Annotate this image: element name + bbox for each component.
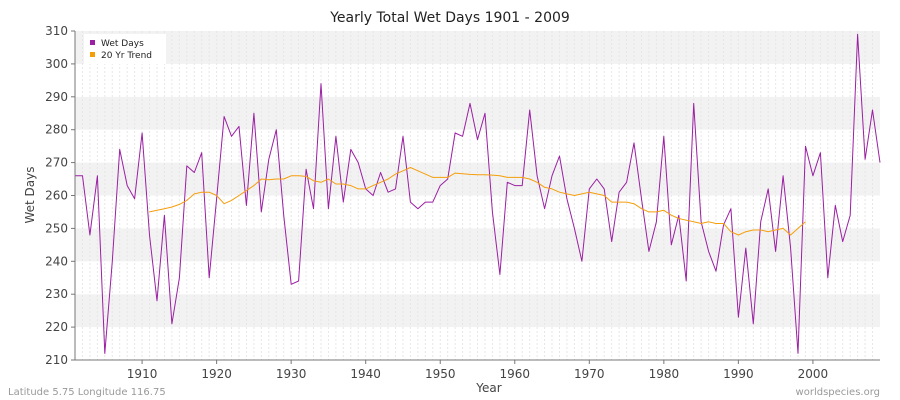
tick-labels: 210 220 230 240 250 260 270 280 290 300 310 1910 192…	[45, 24, 828, 381]
x-tick-label: 1940	[350, 367, 381, 381]
x-tick-label: 1930	[276, 367, 307, 381]
x-tick-label: 1980	[649, 367, 680, 381]
x-tick-label: 2000	[798, 367, 829, 381]
y-tick-label: 310	[45, 24, 68, 38]
x-tick-label: 1990	[723, 367, 754, 381]
footer-coordinates: Latitude 5.75 Longitude 116.75	[8, 387, 166, 398]
y-tick-label: 250	[45, 221, 68, 235]
y-axis-label: Wet Days	[23, 166, 37, 223]
y-tick-label: 240	[45, 254, 68, 268]
y-tick-label: 300	[45, 57, 68, 71]
wet-days-line	[75, 33, 881, 354]
vertical-gridlines	[81, 31, 874, 360]
x-tick-label: 1960	[499, 367, 530, 381]
series-layer	[75, 33, 881, 354]
x-axis-label: Year	[475, 381, 501, 395]
chart-title: Yearly Total Wet Days 1901 - 2009	[329, 10, 570, 26]
legend-swatch-20-yr-trend	[90, 52, 95, 57]
y-tick-label: 220	[45, 320, 68, 334]
footer-source: worldspecies.org	[796, 387, 880, 398]
legend-swatch-wet-days	[90, 40, 95, 45]
x-tick-label: 1910	[127, 367, 158, 381]
y-tick-label: 230	[45, 287, 68, 301]
legend-label-20-yr-trend: 20 Yr Trend	[101, 51, 152, 61]
y-tick-label: 290	[45, 90, 68, 104]
y-tick-label: 280	[45, 123, 68, 137]
legend-box	[84, 34, 166, 64]
grid-band	[75, 261, 880, 295]
x-tick-label: 1920	[201, 367, 232, 381]
legend: Wet Days 20 Yr Trend	[84, 34, 166, 64]
y-tick-label: 210	[45, 353, 68, 367]
y-tick-label: 270	[45, 156, 68, 170]
legend-label-wet-days: Wet Days	[101, 39, 144, 49]
y-tick-label: 260	[45, 189, 68, 203]
trend-line	[149, 167, 806, 236]
grid-band	[75, 129, 880, 163]
x-tick-label: 1950	[425, 367, 456, 381]
x-tick-label: 1970	[574, 367, 605, 381]
